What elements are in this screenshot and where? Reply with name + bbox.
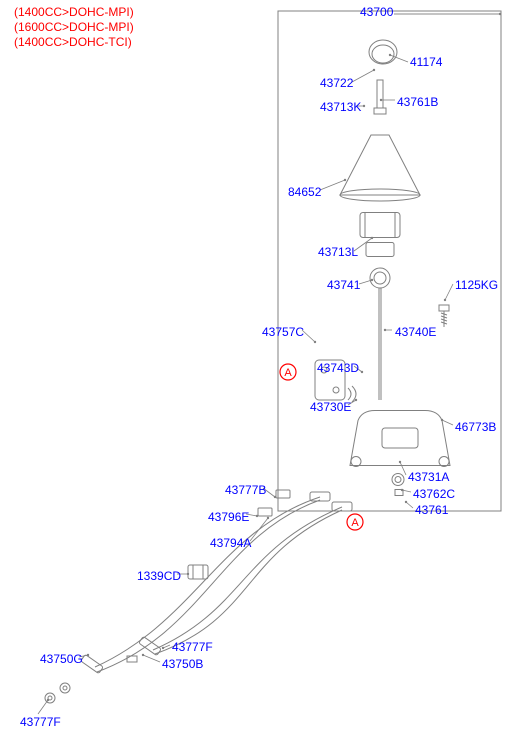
detail-marker: A — [280, 364, 296, 380]
detail-marker: A — [347, 514, 363, 530]
svg-text:A: A — [284, 367, 292, 379]
part-label[interactable]: 43713K — [320, 100, 361, 114]
part-label[interactable]: 43762C — [413, 487, 455, 501]
part-label[interactable]: 84652 — [288, 185, 321, 199]
part-label[interactable]: 43741 — [327, 278, 360, 292]
part-label[interactable]: 43757C — [262, 325, 304, 339]
part-label[interactable]: 43700 — [360, 5, 393, 19]
part-label[interactable]: 43750G — [40, 652, 83, 666]
engine-variant-label: (1400CC>DOHC-MPI) — [14, 5, 134, 19]
part-label[interactable]: 46773B — [455, 420, 496, 434]
part-label[interactable]: 43731A — [408, 470, 449, 484]
part-label[interactable]: 43743D — [317, 361, 359, 375]
part-label[interactable]: 43777B — [225, 483, 266, 497]
part-label[interactable]: 43713L — [318, 245, 358, 259]
svg-text:A: A — [351, 517, 359, 529]
part-label[interactable]: 43740E — [395, 325, 436, 339]
part-label[interactable]: 41174 — [410, 55, 442, 69]
part-label[interactable]: 43761 — [415, 503, 448, 517]
part-label[interactable]: 43796E — [208, 510, 249, 524]
engine-variant-label: (1400CC>DOHC-TCI) — [14, 35, 132, 49]
part-label[interactable]: 43761B — [397, 95, 438, 109]
engine-variant-label: (1600CC>DOHC-MPI) — [14, 20, 134, 34]
part-label[interactable]: 43730E — [310, 400, 351, 414]
part-label[interactable]: 43750B — [162, 657, 203, 671]
diagram-canvas: AA — [0, 0, 532, 727]
part-label[interactable]: 1339CD — [137, 569, 181, 583]
part-label[interactable]: 43794A — [210, 536, 251, 550]
part-label[interactable]: 1125KG — [455, 278, 498, 292]
part-label[interactable]: 43777F — [172, 640, 213, 654]
part-label[interactable]: 43722 — [320, 76, 353, 90]
